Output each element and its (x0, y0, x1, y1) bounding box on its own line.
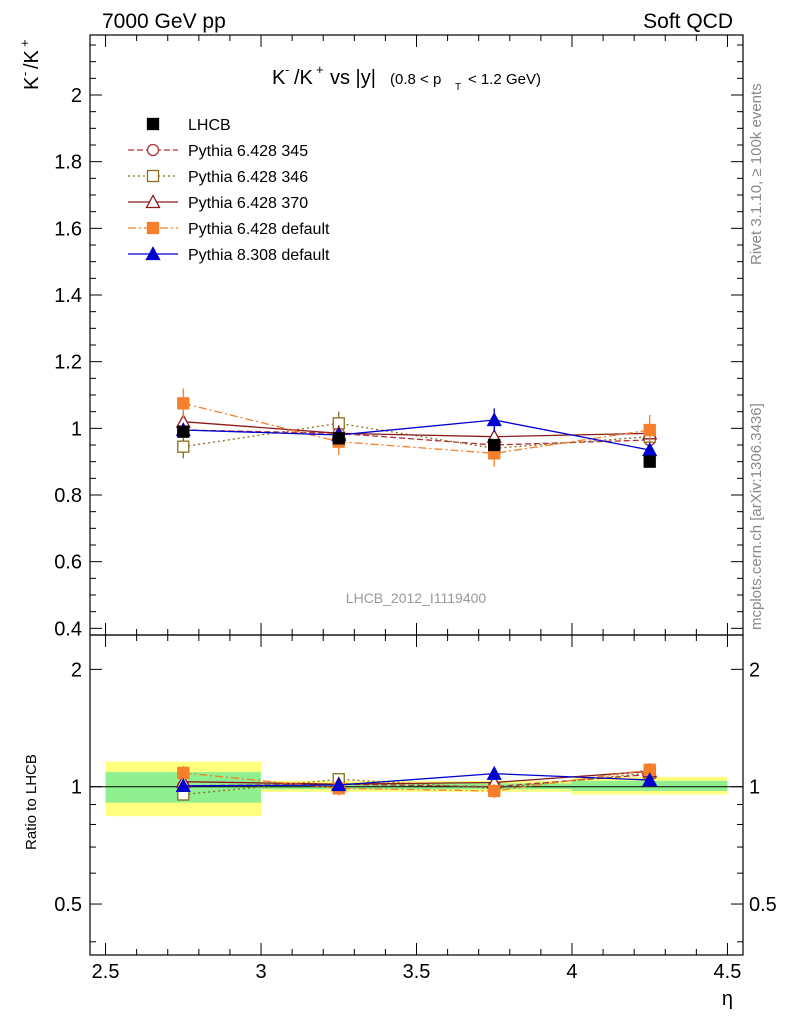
legend-item-p345: Pythia 6.428 345 (128, 143, 308, 160)
ratio-point (331, 777, 347, 792)
main-title: K - /K + vs |y| (0.8 < p T < 1.2 GeV) (272, 62, 541, 93)
series-line-p370 (183, 421, 650, 438)
title-plus: + (316, 62, 324, 77)
data-point (177, 425, 190, 438)
series-line-pdefault (183, 402, 650, 454)
main-y-tick-label: 1.8 (54, 152, 82, 174)
plot-frames: 0.4 0.6 0.8 1 1.2 1.4 1.6 1.8 2 2.5 3 3.5 4 4.5 0.5 0.5… (54, 34, 777, 983)
legend-marker (145, 194, 161, 209)
title-slash: /K (294, 67, 314, 89)
ylabel-plus: + (17, 39, 32, 47)
ratio-y-tick-label: 0.5 (54, 894, 82, 916)
series-line-p346 (183, 422, 650, 449)
data-point (642, 442, 658, 457)
ylabel-minus: - (17, 72, 32, 76)
legend-item-lhcb: LHCB (146, 117, 231, 134)
ratio-point (488, 784, 501, 798)
main-series (175, 388, 658, 468)
legend-item-p8: Pythia 8.308 default (128, 246, 330, 264)
main-y-tick-label: 1 (71, 418, 82, 440)
ratio-series-p8 (175, 765, 658, 792)
legend-label: Pythia 8.308 default (188, 247, 330, 264)
mcplots-label: mcplots.cern.ch [arXiv:1306.3436] (748, 403, 765, 630)
ratio-ylabel: Ratio to LHCB (23, 754, 40, 850)
header-left: 7000 GeV pp (102, 10, 226, 33)
header-right: Soft QCD (643, 10, 733, 33)
ratio-point (486, 765, 502, 780)
title-minus: - (285, 62, 289, 77)
series-line-p8 (183, 419, 650, 451)
ylabel-k1: K (21, 76, 43, 90)
legend-item-p370: Pythia 6.428 370 (128, 194, 308, 212)
legend-label: Pythia 6.428 346 (188, 169, 308, 186)
main-y-tick-label: 1.2 (54, 352, 82, 374)
main-ylabel: K - /K + (17, 39, 43, 90)
legend-marker (145, 246, 161, 261)
ratio-line-pdefault (183, 769, 650, 792)
legend-label: Pythia 6.428 370 (188, 195, 308, 212)
main-y-tick-label: 0.8 (54, 485, 82, 507)
data-point (332, 432, 345, 445)
x-tick-label: 3 (255, 961, 266, 983)
ylabel-k2: /K (21, 49, 43, 69)
title-paren-close: < 1.2 GeV) (468, 71, 541, 88)
legend-label: LHCB (188, 117, 231, 134)
ratio-y-tick-label: 2 (71, 659, 82, 681)
title-main: K (272, 67, 286, 89)
legend-marker (146, 117, 160, 131)
series-p8 (175, 408, 658, 457)
data-point (643, 455, 656, 468)
legend-label: Pythia 6.428 default (188, 221, 330, 238)
data-point (643, 423, 656, 437)
main-y-tick-label: 1.6 (54, 218, 82, 240)
rivet-label: Rivet 3.1.10, ≥ 100k events (748, 83, 765, 265)
series-lhcb (177, 425, 656, 468)
legend-item-p346: Pythia 6.428 346 (128, 169, 308, 186)
title-paren-sub: T (455, 82, 461, 93)
x-tick-label: 2.5 (92, 961, 120, 983)
data-point (177, 440, 190, 453)
x-tick-label: 4.5 (714, 961, 742, 983)
ratio-line-p8 (183, 773, 650, 787)
data-point (177, 397, 190, 410)
legend: LHCB Pythia 6.428 345 Pythia 6.428 346 Pyth… (128, 117, 330, 264)
title-paren-open: (0.8 < p (390, 71, 441, 88)
legend-item-pdefault: Pythia 6.428 default (128, 221, 330, 238)
ratio-series (175, 763, 658, 801)
data-point (486, 412, 502, 427)
main-y-tick-label: 1.4 (54, 285, 82, 307)
analysis-watermark: LHCB_2012_I1119400 (346, 590, 487, 606)
main-y-tick-label: 0.6 (54, 552, 82, 574)
legend-marker (146, 143, 160, 157)
legend-marker (146, 169, 160, 183)
ratio-y-tick-label-right: 0.5 (749, 894, 777, 916)
main-y-tick-label: 2 (71, 85, 82, 107)
x-tick-label: 4 (566, 961, 577, 983)
ratio-point (177, 766, 190, 780)
x-axis-label: η (722, 988, 733, 1010)
data-point (488, 438, 501, 452)
x-tick-label: 3.5 (403, 961, 431, 983)
ratio-y-tick-label-right: 1 (749, 777, 760, 799)
series-line-p345 (183, 429, 650, 446)
main-y-tick-label: 0.4 (54, 618, 82, 640)
ratio-y-tick-label-right: 2 (749, 659, 760, 681)
legend-marker (146, 221, 160, 235)
ratio-y-tick-label: 1 (71, 777, 82, 799)
ratio-point (642, 772, 658, 787)
title-vs: vs |y| (330, 67, 376, 89)
ratio-point (175, 777, 191, 792)
legend-label: Pythia 6.428 345 (188, 143, 308, 160)
